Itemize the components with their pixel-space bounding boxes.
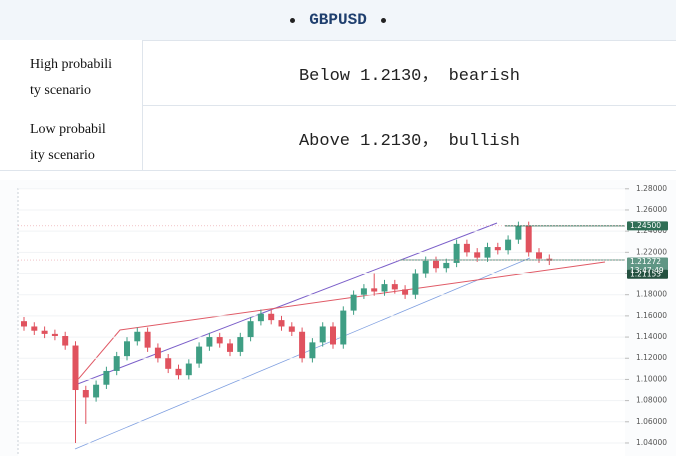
row-label-cell: Low probability scenario <box>0 105 143 170</box>
candle-body <box>453 243 460 263</box>
candle-body <box>93 384 100 398</box>
candle-body <box>113 356 120 371</box>
row-label-cell: High probability scenario <box>0 40 143 105</box>
y-tick-label: 1.28000 <box>636 184 667 193</box>
candle-body <box>505 239 512 251</box>
header-title: GBPUSD <box>309 11 367 29</box>
candle-body <box>206 337 213 347</box>
table-row: Low probability scenario Above 1.2130， b… <box>0 105 676 171</box>
y-tick-label: 1.22000 <box>636 247 667 256</box>
candle-body <box>31 326 38 331</box>
candle-body <box>443 262 450 269</box>
y-tick-label: 1.16000 <box>636 311 667 320</box>
trend-line <box>74 261 606 384</box>
row-label: Low probability scenario <box>30 122 106 163</box>
candle-body <box>536 252 542 259</box>
candle-body <box>309 342 316 359</box>
candle-body <box>247 321 254 338</box>
candle-body <box>288 326 295 332</box>
bullet <box>380 17 386 23</box>
candle-body <box>360 288 367 295</box>
price-tag-label: 1.21272 <box>630 257 661 266</box>
candlestick-chart: 1.280001.260001.240001.220001.200001.180… <box>0 180 676 456</box>
candle-body <box>21 321 27 327</box>
candle-body <box>299 331 306 359</box>
candle-body <box>525 225 532 253</box>
row-value: Below 1.2130， bearish <box>298 66 521 86</box>
candle-body <box>72 345 79 391</box>
candle-body <box>165 358 172 369</box>
candle-body <box>175 368 182 376</box>
candle-body <box>340 310 347 345</box>
candle-body <box>134 331 141 342</box>
candle-body <box>227 343 233 352</box>
row-label: High probability scenario <box>30 57 113 98</box>
candle-body <box>154 347 161 359</box>
candle-body <box>41 330 48 334</box>
y-tick-label: 1.14000 <box>636 332 667 341</box>
y-tick-label: 1.04000 <box>636 438 667 447</box>
candle-body <box>371 288 378 292</box>
y-tick-label: 1.18000 <box>636 290 667 299</box>
candle-body <box>103 370 110 385</box>
y-tick-label: 1.24000 <box>636 226 667 235</box>
bullet <box>290 17 296 23</box>
candle-body <box>82 390 89 398</box>
plot-area <box>18 188 625 456</box>
candle-body <box>237 337 244 352</box>
row-value: Above 1.2130， bullish <box>298 131 521 151</box>
candle-body <box>319 326 326 343</box>
y-tick-label: 1.12000 <box>636 353 667 362</box>
y-tick-label: 1.26000 <box>636 205 667 214</box>
candle-body <box>433 260 439 269</box>
candle-body <box>185 363 192 376</box>
candle-body <box>494 247 501 251</box>
header: GBPUSD <box>0 0 676 41</box>
candle-body <box>257 313 264 322</box>
candle-body <box>51 333 58 337</box>
price-tag-label: 1.24500 <box>630 221 661 230</box>
candle-body <box>62 336 69 346</box>
candle-body <box>268 313 275 321</box>
price-tag-label: 1.21153 <box>630 269 661 278</box>
candle-body <box>484 247 491 258</box>
candle-body <box>402 289 409 295</box>
candle-body <box>422 260 429 274</box>
y-tick-label: 1.10000 <box>636 374 667 383</box>
candle-body <box>144 331 151 348</box>
candle-body <box>196 346 203 364</box>
price-tag <box>627 269 668 279</box>
candle-body <box>381 284 388 292</box>
candle-body <box>216 337 223 344</box>
price-tag <box>627 221 668 231</box>
candle-body <box>350 294 357 311</box>
table-row: High probability scenario Below 1.2130， … <box>0 40 676 106</box>
candle-body <box>124 341 130 357</box>
y-tick-label: 1.06000 <box>636 417 667 426</box>
candle-body <box>412 273 419 295</box>
time-label: 13:47:49 <box>630 266 664 275</box>
candle-body <box>330 326 336 345</box>
candle-body <box>391 284 398 290</box>
candle-body <box>278 320 285 327</box>
candle-body <box>474 252 481 258</box>
y-tick-label: 1.08000 <box>636 396 667 405</box>
candle-body <box>515 225 522 240</box>
candle-body <box>463 243 470 253</box>
